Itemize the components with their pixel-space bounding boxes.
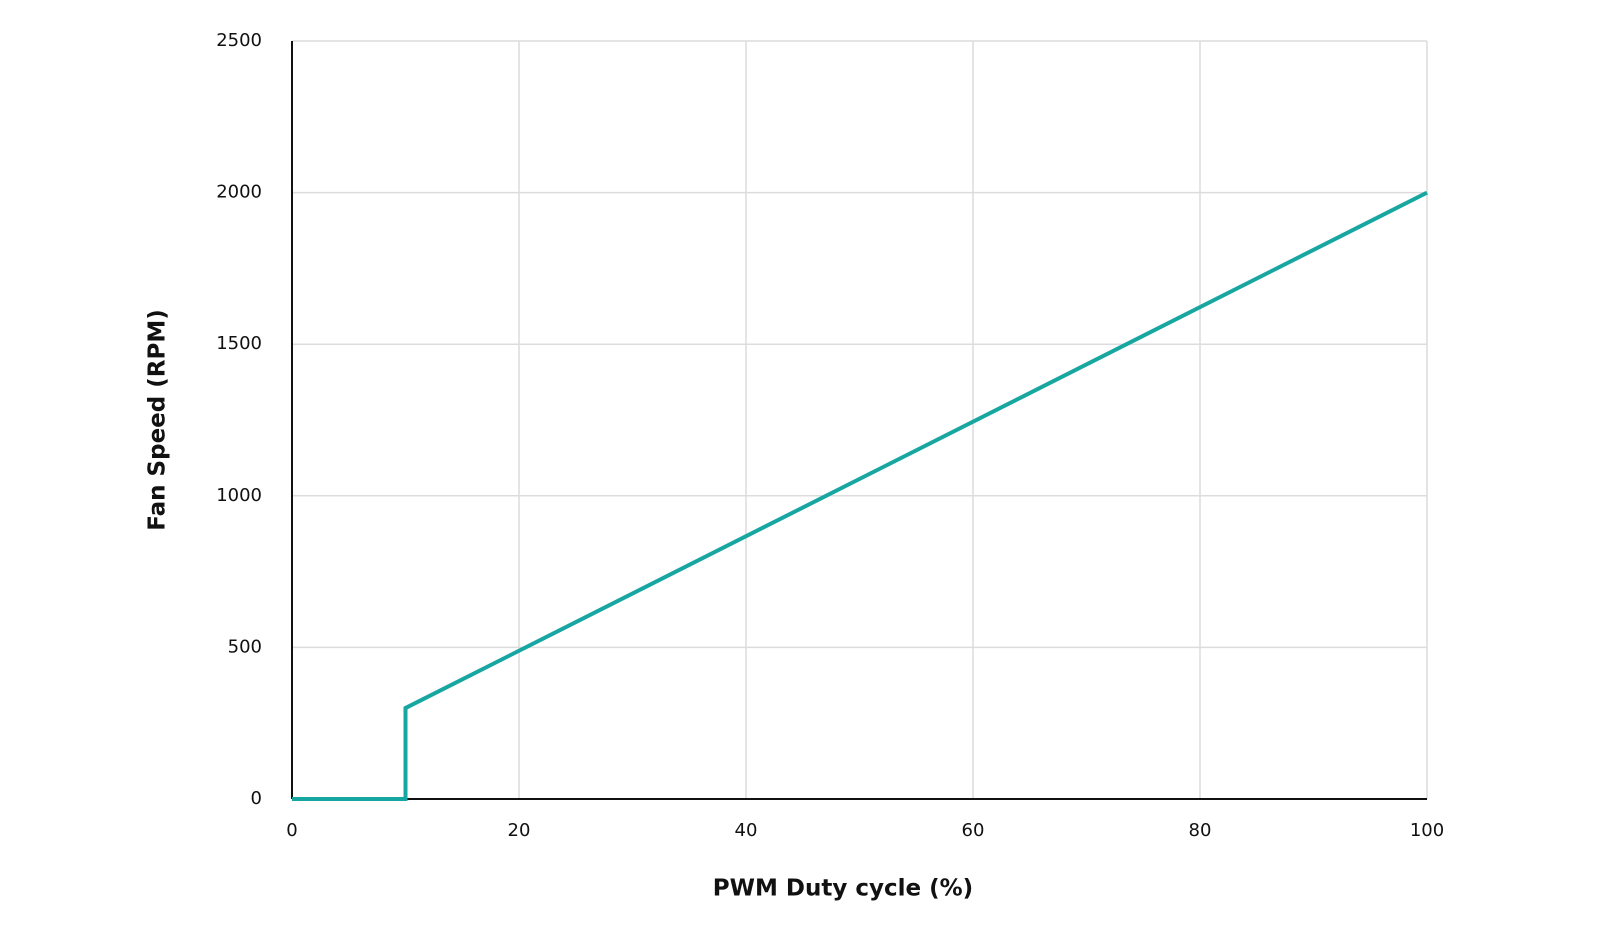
y-tick-label: 2500 <box>216 30 262 51</box>
data-line <box>292 190 1428 801</box>
y-tick-label: 1500 <box>216 333 262 354</box>
x-tick-label: 20 <box>508 820 531 841</box>
x-tick-label: 80 <box>1189 820 1212 841</box>
x-axis-title: PWM Duty cycle (%) <box>713 876 973 902</box>
y-axis-title: Fan Speed (RPM) <box>145 309 171 530</box>
x-tick-label: 0 <box>286 820 297 841</box>
y-tick-label: 0 <box>251 788 262 809</box>
x-tick-label: 40 <box>735 820 758 841</box>
x-tick-label: 60 <box>962 820 985 841</box>
y-tick-label: 1000 <box>216 485 262 506</box>
y-tick-label: 2000 <box>216 182 262 203</box>
x-tick-label: 100 <box>1410 820 1444 841</box>
y-tick-label: 500 <box>228 636 262 657</box>
